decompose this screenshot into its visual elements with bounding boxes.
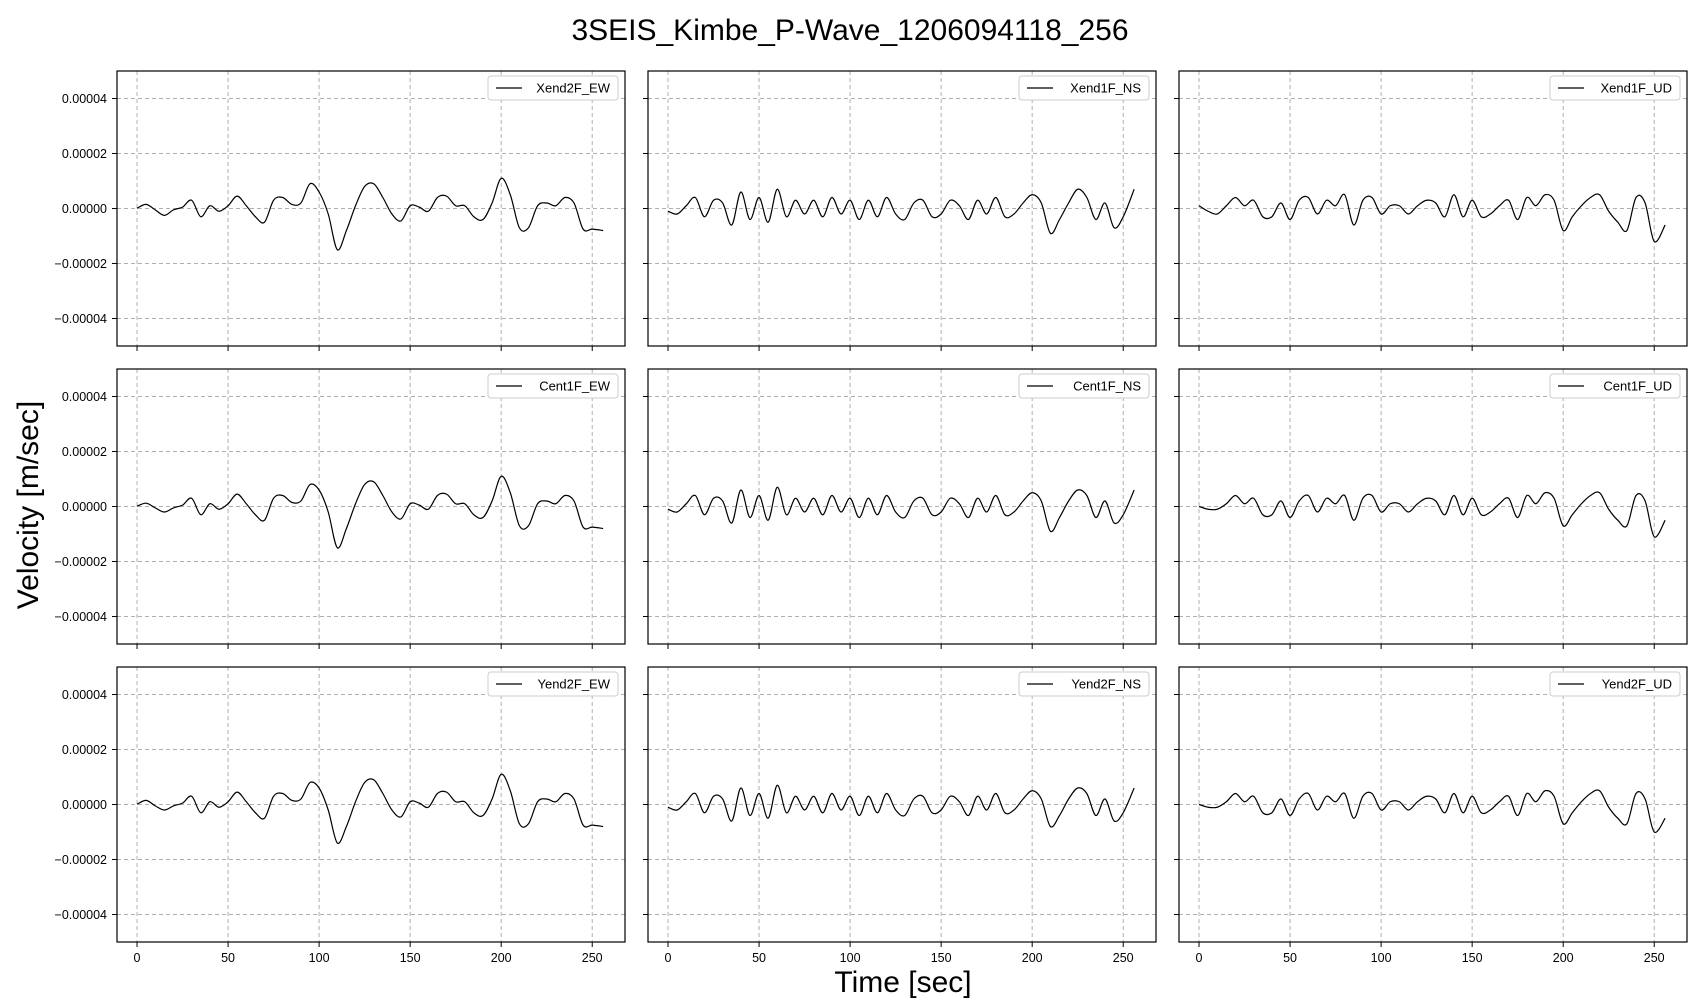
x-tick-label: 100 [309,951,330,965]
trace-line-xend2f-ew [136,177,604,251]
legend: Cent1F_UD [1549,373,1681,399]
subplot-xend2f-ew: 0.00004 0.00002 0.00000 −0.00002 −0.00004 Xen… [55,70,626,351]
x-tick-label: 250 [1644,951,1665,965]
trace-line-xend1f-ud [1198,193,1666,243]
legend: Xend2F_EW [487,75,619,101]
subplot-grid: 0.00004 0.00002 0.00000 −0.00002 −0.00004 Xen… [55,70,1688,965]
subplot-frame [116,666,626,943]
y-tick-label: 0.00002 [62,445,107,459]
x-tick-label: 0 [665,951,672,965]
legend-label: Xend1F_NS [1070,81,1141,96]
legend-box [1549,75,1681,101]
legend: Xend1F_NS [1018,75,1150,101]
y-tick-label: −0.00002 [55,257,108,271]
trace-line-cent1f-ns [667,486,1135,533]
x-tick-label: 250 [582,951,603,965]
legend-label: Yend2F_NS [1071,677,1141,692]
x-tick-label: 200 [1553,951,1574,965]
legend: Yend2F_EW [487,671,619,697]
legend: Yend2F_NS [1018,671,1150,697]
trace-line-yend2f-ns [667,784,1135,828]
subplot-cent1f-ns: Cent1F_NS [643,368,1157,649]
legend-box [487,373,619,399]
subplot-frame [647,666,1157,943]
y-tick-label: −0.00002 [55,853,108,867]
figure-title: 3SEIS_Kimbe_P-Wave_1206094118_256 [571,14,1128,47]
subplot-cent1f-ud: Cent1F_UD [1174,368,1688,649]
trace-line-cent1f-ud [1198,491,1666,538]
y-tick-label: −0.00004 [55,908,108,922]
x-tick-label: 150 [931,951,952,965]
subplot-yend2f-ud: 0 50 100 150 200 250 Yend2F_UD [1174,666,1688,965]
x-tick-label: 200 [1022,951,1043,965]
subplot-frame [1178,666,1688,943]
subplot-yend2f-ew: 0 50 100 150 200 250 0.00004 0.00002 0.00000 −0.0… [55,666,626,965]
x-tick-label: 50 [221,951,235,965]
subplot-frame [647,368,1157,645]
y-tick-label: −0.00004 [55,312,108,326]
legend-label: Cent1F_UD [1603,379,1672,394]
legend-label: Xend1F_UD [1600,81,1672,96]
legend-box [1018,671,1150,697]
x-tick-label: 200 [491,951,512,965]
legend: Xend1F_UD [1549,75,1681,101]
x-tick-label: 250 [1113,951,1134,965]
x-tick-label: 50 [752,951,766,965]
subplot-xend1f-ud: Xend1F_UD [1174,70,1688,351]
legend-label: Cent1F_EW [539,379,611,394]
y-tick-label: 0.00002 [62,743,107,757]
x-tick-label: 50 [1283,951,1297,965]
subplot-yend2f-ns: 0 50 100 150 200 250 Yend2F_NS [643,666,1157,965]
y-tick-label: 0.00000 [62,202,107,216]
y-tick-label: 0.00002 [62,147,107,161]
y-tick-label: −0.00002 [55,555,108,569]
subplot-frame [647,70,1157,347]
legend: Yend2F_UD [1549,671,1681,697]
x-axis-label: Time [sec] [834,966,971,999]
y-axis-label: Velocity [m/sec] [12,401,45,609]
legend-label: Cent1F_NS [1073,379,1141,394]
legend-box [1018,373,1150,399]
legend-label: Yend2F_UD [1602,677,1672,692]
legend-box [1018,75,1150,101]
x-tick-label: 0 [1196,951,1203,965]
subplot-xend1f-ns: Xend1F_NS [643,70,1157,351]
trace-line-yend2f-ud [1198,789,1666,834]
y-tick-label: 0.00004 [62,390,107,404]
y-tick-label: −0.00004 [55,610,108,624]
legend: Cent1F_NS [1018,373,1150,399]
legend-box [487,671,619,697]
legend-box [1549,373,1681,399]
x-tick-label: 150 [1462,951,1483,965]
y-tick-label: 0.00004 [62,688,107,702]
x-tick-label: 100 [840,951,861,965]
x-tick-label: 150 [400,951,421,965]
legend-box [487,75,619,101]
subplot-frame [1178,70,1688,347]
legend-box [1549,671,1681,697]
y-tick-label: 0.00004 [62,92,107,106]
trace-line-cent1f-ew [136,475,604,549]
x-tick-label: 0 [134,951,141,965]
subplot-cent1f-ew: 0.00004 0.00002 0.00000 −0.00002 −0.00004 Cen… [55,368,626,649]
legend-label: Yend2F_EW [537,677,610,692]
subplot-frame [116,368,626,645]
trace-line-yend2f-ew [136,773,604,844]
y-tick-label: 0.00000 [62,500,107,514]
subplot-frame [1178,368,1688,645]
x-tick-label: 100 [1371,951,1392,965]
trace-line-xend1f-ns [667,188,1135,235]
legend: Cent1F_EW [487,373,619,399]
y-tick-label: 0.00000 [62,798,107,812]
legend-label: Xend2F_EW [536,81,610,96]
subplot-frame [116,70,626,347]
